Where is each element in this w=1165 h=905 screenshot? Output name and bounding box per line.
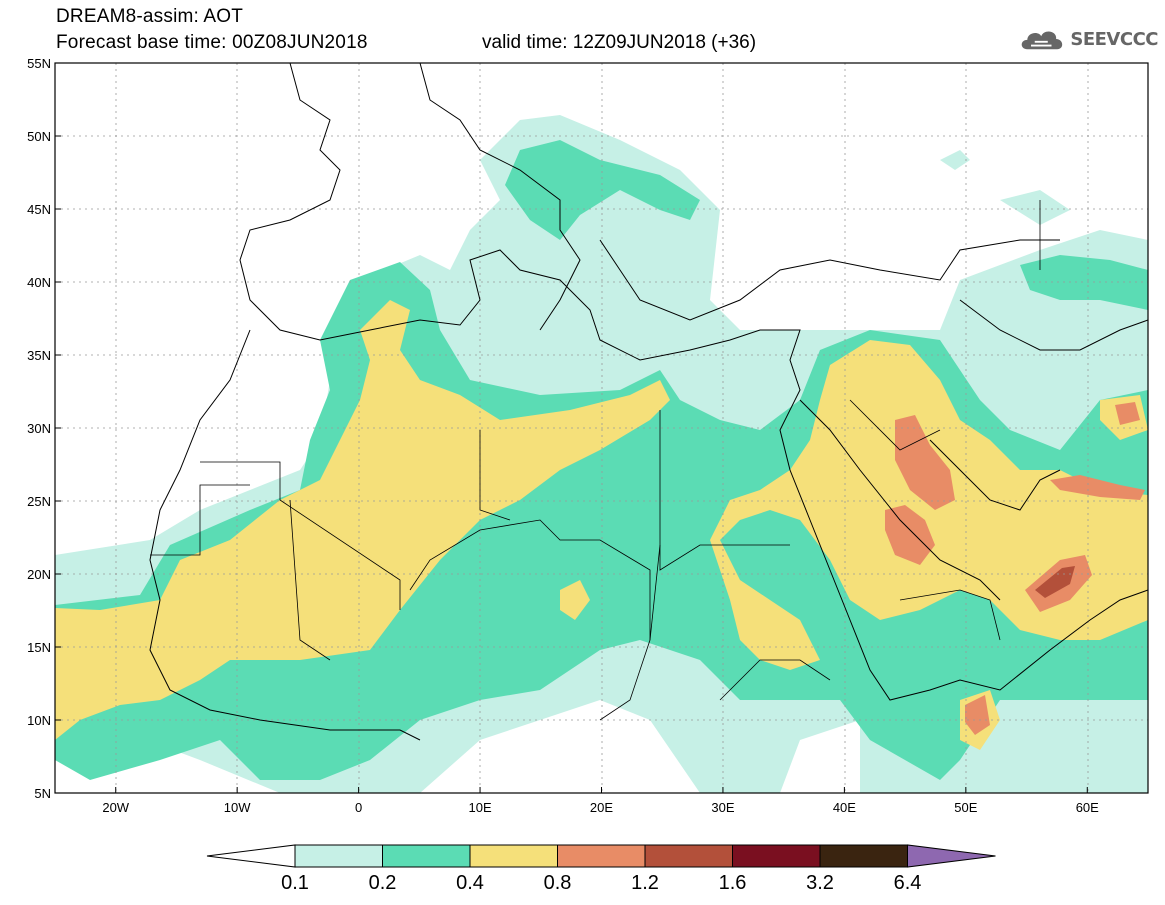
- lat-tick-label: 55N: [27, 56, 51, 71]
- lat-tick-label: 10N: [27, 713, 51, 728]
- colorbar-low-arrow: [206, 844, 296, 868]
- lat-tick-label: 40N: [27, 275, 51, 290]
- aot-colorbar: [206, 844, 996, 868]
- latitude-labels: 5N 10N 15N 20N 25N 30N 35N 40N 45N 50N 55N: [27, 56, 61, 801]
- lat-tick-label: 30N: [27, 421, 51, 436]
- country-borders: [150, 200, 1041, 721]
- lon-tick-label: 10E: [468, 800, 491, 815]
- aot-contour-level2-b: [505, 140, 700, 240]
- aot-contour-level1-b: [940, 150, 1070, 225]
- colorbar-box: [732, 844, 821, 868]
- lat-tick-label: 20N: [27, 567, 51, 582]
- colorbar-box: [557, 844, 646, 868]
- lon-tick-label: 20E: [590, 800, 613, 815]
- lat-tick-label: 45N: [27, 202, 51, 217]
- aot-contour-level2-c: [1020, 255, 1148, 310]
- colorbar-label: 1.2: [631, 872, 659, 894]
- lon-tick-label: 20W: [102, 800, 129, 815]
- longitude-labels: 20W 10W 0 10E 20E 30E 40E 50E 60E: [102, 787, 1099, 815]
- colorbar-high-arrow: [907, 844, 996, 868]
- lon-tick-label: 0: [355, 800, 362, 815]
- lon-tick-label: 40E: [833, 800, 856, 815]
- colorbar-label: 0.1: [281, 872, 309, 894]
- logo-text: SEEVCCC: [1070, 28, 1158, 50]
- aot-contour-level4-d: [965, 402, 1145, 735]
- cloud-icon: [1021, 31, 1063, 50]
- aot-contour-level3: [55, 300, 670, 740]
- lon-tick-label: 30E: [711, 800, 734, 815]
- lat-tick-label: 25N: [27, 494, 51, 509]
- valid-time-label: valid time: 12Z09JUN2018 (+36): [482, 32, 757, 53]
- colorbar-box: [819, 844, 908, 868]
- colorbar-label: 6.4: [894, 872, 922, 894]
- seevccc-logo: SEEVCCC: [1018, 22, 1158, 56]
- colorbar-label: 0.2: [369, 872, 397, 894]
- grid-lines: [55, 63, 1148, 793]
- colorbar-label: 1.6: [719, 872, 747, 894]
- lat-tick-label: 15N: [27, 640, 51, 655]
- lat-tick-label: 5N: [34, 786, 51, 801]
- lat-tick-label: 50N: [27, 129, 51, 144]
- base-time-label: Forecast base time: 00Z08JUN2018: [56, 32, 368, 53]
- colorbar-box: [644, 844, 733, 868]
- colorbar-label: 0.4: [456, 872, 484, 894]
- lon-tick-label: 10W: [224, 800, 251, 815]
- colorbar-box: [294, 844, 383, 868]
- lon-tick-label: 50E: [954, 800, 977, 815]
- colorbar-box: [382, 844, 471, 868]
- colorbar-labels: 0.1 0.2 0.4 0.8 1.2 1.6 3.2 6.4: [281, 872, 921, 894]
- aot-contour-level4-b: [885, 505, 935, 565]
- lat-tick-label: 35N: [27, 348, 51, 363]
- colorbar-label: 0.8: [544, 872, 572, 894]
- colorbar-label: 3.2: [806, 872, 834, 894]
- lon-tick-label: 60E: [1076, 800, 1099, 815]
- aot-contour-level4: [895, 415, 955, 510]
- model-title: DREAM8-assim: AOT: [56, 6, 244, 27]
- aot-contours: [55, 115, 1148, 793]
- colorbar-box: [469, 844, 558, 868]
- coastlines: [149, 63, 1148, 741]
